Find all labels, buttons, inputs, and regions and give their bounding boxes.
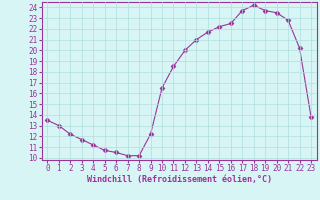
X-axis label: Windchill (Refroidissement éolien,°C): Windchill (Refroidissement éolien,°C) xyxy=(87,175,272,184)
